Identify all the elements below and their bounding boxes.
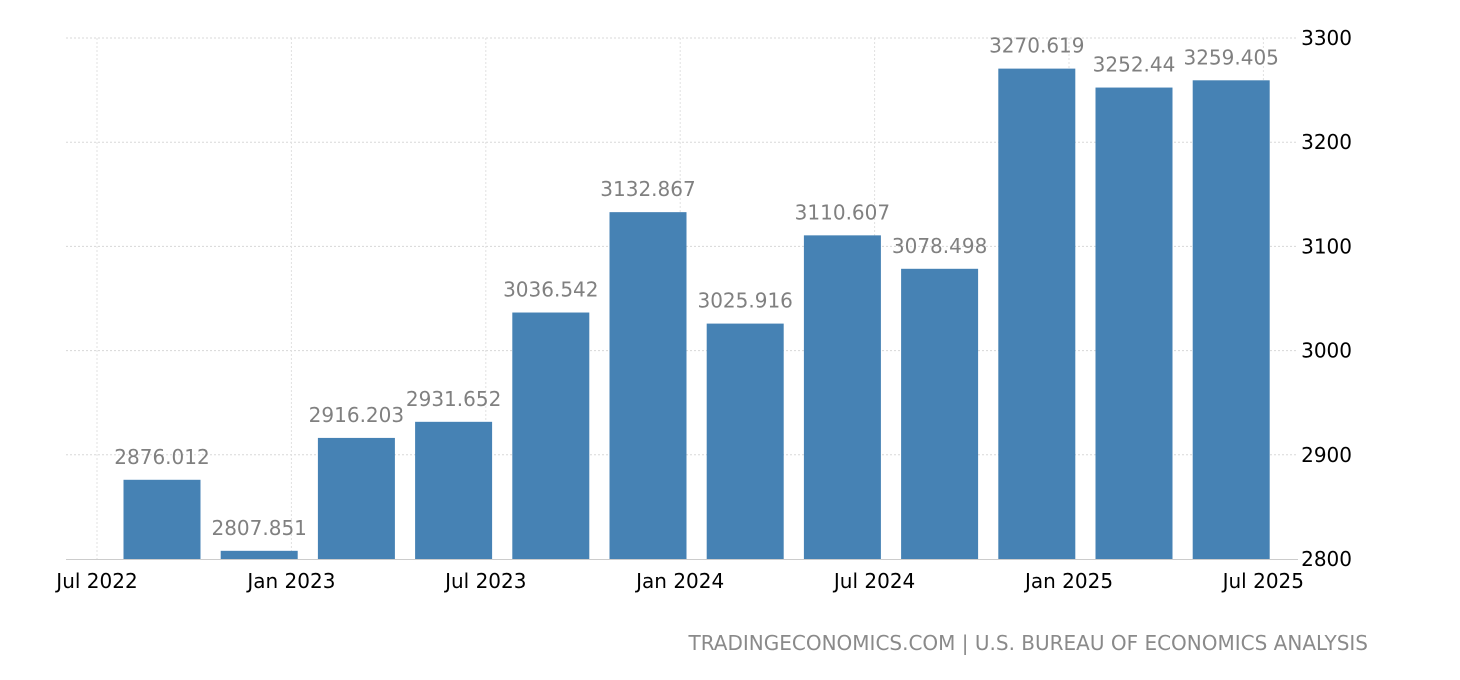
bar xyxy=(415,421,493,559)
y-tick-label: 2800 xyxy=(1301,547,1352,571)
x-tick-label: Jul 2023 xyxy=(443,569,526,593)
y-tick-label: 3200 xyxy=(1301,130,1352,154)
data-label: 2916.203 xyxy=(309,403,404,427)
bar xyxy=(123,479,201,559)
x-tick-label: Jan 2024 xyxy=(634,569,724,593)
bar xyxy=(998,68,1076,560)
data-label: 3036.542 xyxy=(503,278,598,302)
x-tick-label: Jul 2024 xyxy=(832,569,915,593)
bar xyxy=(317,437,395,559)
bar xyxy=(706,323,784,559)
bar xyxy=(1192,80,1270,559)
bar xyxy=(803,235,881,559)
y-axis: 2800 2900 3000 3100 3200 3300 xyxy=(1301,26,1352,571)
data-label: 3270.619 xyxy=(989,34,1084,58)
y-tick-label: 3100 xyxy=(1301,234,1352,258)
y-tick-label: 3300 xyxy=(1301,26,1352,50)
data-label: 3025.916 xyxy=(697,289,792,313)
data-label: 2807.851 xyxy=(211,516,306,540)
bar xyxy=(1095,87,1173,559)
x-tick-label: Jul 2025 xyxy=(1221,569,1304,593)
data-label: 3078.498 xyxy=(892,234,987,258)
bar xyxy=(901,268,979,559)
data-label: 3110.607 xyxy=(795,200,890,224)
x-tick-label: Jan 2025 xyxy=(1023,569,1113,593)
bar xyxy=(609,212,687,559)
data-label: 2931.652 xyxy=(406,387,501,411)
bar xyxy=(512,312,590,559)
data-label: 3132.867 xyxy=(600,177,695,201)
source-label: TRADINGECONOMICS.COM | U.S. BUREAU OF EC… xyxy=(688,631,1369,655)
y-tick-label: 3000 xyxy=(1301,339,1352,363)
data-label: 3252.44 xyxy=(1093,53,1176,77)
x-axis: Jul 2022 Jan 2023 Jul 2023 Jan 2024 Jul 2024… xyxy=(54,559,1304,593)
bars xyxy=(123,68,1270,560)
y-tick-label: 2900 xyxy=(1301,443,1352,467)
x-tick-label: Jul 2022 xyxy=(54,569,137,593)
data-label: 2876.012 xyxy=(114,445,209,469)
x-tick-label: Jan 2023 xyxy=(245,569,335,593)
bar xyxy=(220,550,298,559)
data-label: 3259.405 xyxy=(1183,45,1278,69)
